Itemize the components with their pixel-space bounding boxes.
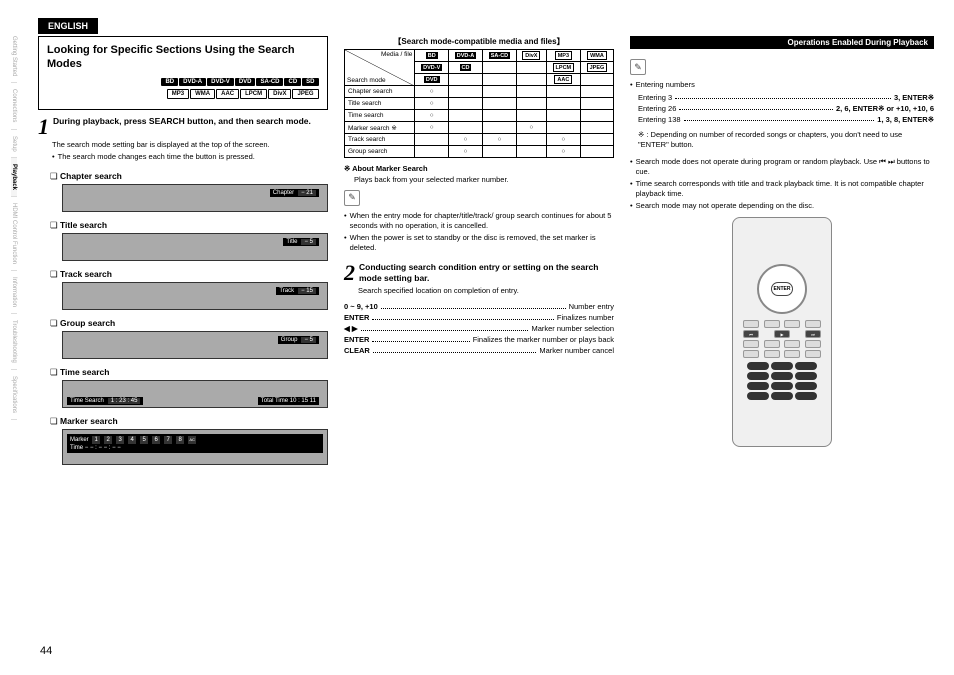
- track-preview: Track− 15: [62, 282, 328, 310]
- sidebar-item[interactable]: Getting Started: [11, 30, 17, 83]
- step-number: 2: [344, 262, 355, 284]
- pencil-icon: ✎: [344, 190, 360, 206]
- chapter-preview: Chapter− 21: [62, 184, 328, 212]
- step-number: 1: [38, 116, 49, 138]
- enter-note: ※ : Depending on number of recorded song…: [638, 130, 934, 151]
- sidebar-item[interactable]: HDMI Control Function: [11, 197, 17, 271]
- column-2: 【Search mode-compatible media and files】…: [344, 36, 614, 465]
- group-search-h: Group search: [50, 318, 328, 329]
- c3-b3: Search mode may not operate depending on…: [630, 201, 934, 212]
- sidebar-item[interactable]: Playback: [11, 158, 17, 197]
- media-chip: DVD-V: [207, 78, 234, 86]
- sidebar-item[interactable]: Setup: [11, 130, 17, 159]
- media-chip: BD: [161, 78, 178, 86]
- media-chip: LPCM: [240, 89, 267, 99]
- time-preview: Time Search1 : 23 : 45 Total Time 10 : 1…: [62, 380, 328, 408]
- sidebar-item[interactable]: Connections: [11, 83, 17, 129]
- time-search-h: Time search: [50, 367, 328, 378]
- sidebar-nav: Getting StartedConnectionsSetupPlaybackH…: [0, 0, 28, 675]
- sidebar-item[interactable]: Specifications: [11, 370, 17, 420]
- remote-enter-button: ENTER: [771, 282, 793, 296]
- key-row: ◀ ▶Marker number selection: [344, 324, 614, 333]
- media-chip: SA-CD: [256, 78, 283, 86]
- marker-about-h: About Marker Search: [344, 164, 614, 173]
- chapter-search-h: Chapter search: [50, 171, 328, 182]
- pencil-icon: ✎: [630, 59, 646, 75]
- marker-b2: When the power is set to standby or the …: [344, 233, 614, 254]
- key-row: ENTERFinalizes the marker number or play…: [344, 335, 614, 344]
- step-text: Conducting search condition entry or set…: [359, 262, 614, 284]
- entering-h: Entering numbers: [630, 80, 934, 91]
- example-row: Entering 1381, 3, 8, ENTER※: [638, 115, 934, 124]
- key-legend: 0 ~ 9, +10Number entry ENTERFinalizes num…: [344, 302, 614, 355]
- c3-b2: Time search corresponds with title and t…: [630, 179, 934, 200]
- title-preview: Title− 5: [62, 233, 328, 261]
- step2-body: Search specified location on completion …: [358, 286, 614, 297]
- sidebar-item[interactable]: Troubleshooting: [11, 314, 17, 370]
- example-row: Entering 33, ENTER※: [638, 93, 934, 102]
- media-chip: DivX: [268, 89, 291, 99]
- marker-preview: Marker 12345678AC Time − − : − − : − −: [62, 429, 328, 465]
- column-1: Looking for Specific Sections Using the …: [38, 36, 328, 465]
- language-tab: ENGLISH: [38, 18, 98, 34]
- number-examples: Entering 33, ENTER※ Entering 262, 6, ENTE…: [638, 93, 934, 124]
- media-chip: WMA: [190, 89, 215, 99]
- media-chips-2: MP3WMAAACLPCMDivXJPEG: [47, 88, 319, 99]
- media-chip: MP3: [167, 89, 189, 99]
- c3-b1: Search mode does not operate during prog…: [630, 157, 934, 178]
- sidebar-item[interactable]: Information: [11, 271, 17, 314]
- media-chip: DVD: [235, 78, 256, 86]
- page-content: ENGLISH Looking for Specific Sections Us…: [28, 0, 954, 675]
- section-title: Looking for Specific Sections Using the …: [47, 43, 319, 72]
- step-bullet: The search mode changes each time the bu…: [52, 152, 328, 163]
- step-1: 1 During playback, press SEARCH button, …: [38, 116, 328, 138]
- group-preview: Group− 5: [62, 331, 328, 359]
- step-text: During playback, press SEARCH button, an…: [53, 116, 328, 127]
- marker-search-h: Marker search: [50, 416, 328, 427]
- page-number: 44: [40, 645, 52, 657]
- media-chip: JPEG: [292, 89, 318, 99]
- example-row: Entering 262, 6, ENTER※ or +10, +10, 6: [638, 104, 934, 113]
- key-row: CLEARMarker number cancel: [344, 346, 614, 355]
- step-body: The search mode setting bar is displayed…: [52, 140, 328, 151]
- ops-header: Operations Enabled During Playback: [630, 36, 934, 49]
- key-row: 0 ~ 9, +10Number entry: [344, 302, 614, 311]
- media-chip: SD: [302, 78, 318, 86]
- table-title: 【Search mode-compatible media and files】: [344, 36, 614, 47]
- media-chip: CD: [284, 78, 301, 86]
- title-box: Looking for Specific Sections Using the …: [38, 36, 328, 110]
- title-search-h: Title search: [50, 220, 328, 231]
- marker-about-sub: Plays back from your selected marker num…: [354, 175, 614, 186]
- step-2: 2 Conducting search condition entry or s…: [344, 262, 614, 284]
- column-3: Operations Enabled During Playback ✎ Ent…: [630, 36, 934, 465]
- track-search-h: Track search: [50, 269, 328, 280]
- media-table: Media / fileSearch modeBDDVD-ASA-CDDivXM…: [344, 49, 614, 158]
- media-chip: AAC: [216, 89, 239, 99]
- marker-b1: When the entry mode for chapter/title/tr…: [344, 211, 614, 232]
- remote-illustration: ENTER ⏮▶⏭: [732, 217, 832, 447]
- media-chip: DVD-A: [179, 78, 206, 86]
- key-row: ENTERFinalizes number: [344, 313, 614, 322]
- media-chips-1: BDDVD-ADVD-VDVDSA-CDCDSD: [47, 76, 319, 86]
